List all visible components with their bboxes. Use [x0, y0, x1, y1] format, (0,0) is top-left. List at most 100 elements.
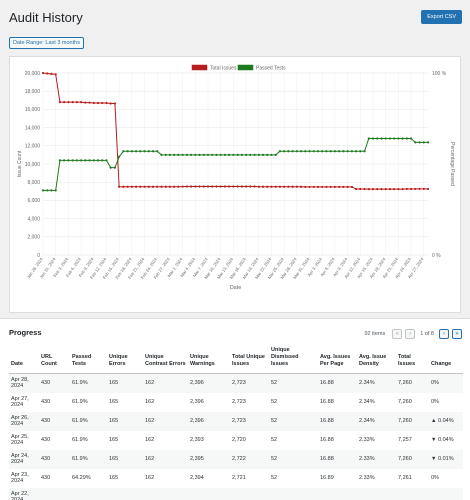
data-point [130, 185, 133, 188]
data-point [177, 153, 180, 156]
column-header[interactable]: Passed Tests [70, 347, 107, 374]
cell-url-count: 430 [39, 373, 70, 393]
data-point [401, 188, 404, 191]
data-point [283, 150, 286, 153]
data-point [240, 185, 243, 188]
data-point [329, 150, 332, 153]
prev-page-button[interactable]: ‹ [405, 328, 416, 339]
column-header[interactable]: Total Unique Issues [230, 347, 269, 374]
audit-chart-card: 0 2,000 4,000 6,000 8,000 10,000 12,000 14,000 1… [9, 56, 461, 313]
data-point [122, 150, 125, 153]
y2-tick-label: 0 % [432, 253, 441, 259]
cell-density: 2.33% [357, 468, 396, 488]
y2-axis-title: Percentage Passed [449, 142, 455, 186]
data-point [244, 185, 248, 188]
series-line [42, 72, 428, 190]
cell-warnings: 2,396 [188, 411, 230, 431]
y-tick-label: 8,000 [27, 180, 40, 186]
data-point [338, 150, 341, 153]
first-page-button[interactable]: « [392, 328, 403, 339]
cell-avg-per-page: 16.88 [318, 392, 357, 412]
last-page-button[interactable]: » [452, 328, 462, 339]
data-point [139, 185, 142, 188]
column-header[interactable]: Date [9, 347, 39, 374]
date-range-button[interactable]: Date Range: Last 3 months [9, 37, 84, 49]
cell-url-count: 430 [39, 411, 70, 431]
data-point [422, 141, 425, 144]
column-header[interactable]: Unique Errors [107, 347, 143, 374]
data-point [308, 185, 311, 189]
data-point [295, 150, 298, 153]
y-tick-label: 14,000 [25, 125, 41, 131]
cell-contrast: 162 [143, 430, 188, 450]
data-point [126, 150, 129, 153]
data-point [253, 153, 256, 156]
data-point [384, 188, 387, 191]
data-point [236, 185, 239, 188]
data-point [270, 153, 273, 156]
cell-density: 2.34% [357, 392, 396, 412]
cell-change: ▼ 0.04% [429, 430, 463, 450]
column-header[interactable]: Unique Dismissed Issues [269, 347, 318, 374]
cell-total-unique: 2,722 [230, 449, 269, 469]
data-point [185, 185, 188, 188]
column-header[interactable]: Unique Contrast Errors [143, 347, 188, 374]
data-point [312, 150, 315, 153]
data-point [101, 159, 104, 162]
cell-dismissed: 52 [269, 411, 318, 431]
cell-date: Apr 25, 2024 [9, 430, 39, 450]
data-point [393, 188, 396, 191]
data-point [156, 150, 159, 153]
cell-errors: 165 [107, 373, 143, 393]
column-header[interactable]: Unique Warnings [188, 347, 230, 374]
data-point [160, 185, 163, 188]
audit-history-chart: 0 2,000 4,000 6,000 8,000 10,000 12,000 14,000 1… [17, 64, 455, 291]
data-point [194, 185, 197, 188]
page-header: Audit History Export CSV [0, 0, 470, 32]
column-header[interactable]: URL Count [39, 347, 70, 374]
data-point [418, 141, 421, 144]
data-point [71, 159, 74, 162]
data-point [219, 153, 222, 156]
cell-url-count: 430 [39, 449, 70, 469]
data-point [350, 150, 353, 153]
x-axis-title: Date [230, 285, 242, 291]
data-point [287, 150, 290, 153]
cell-url-count: 430 [39, 392, 70, 412]
data-point [316, 150, 320, 153]
data-point [215, 185, 218, 188]
cell-avg-per-page: 16.88 [318, 411, 357, 431]
data-point [198, 153, 201, 156]
data-point [299, 185, 303, 188]
data-point [304, 150, 307, 153]
data-point [58, 101, 62, 104]
table-header-row: Date URL Count Passed Tests Unique Error… [9, 347, 463, 374]
data-point [139, 150, 142, 153]
data-point [134, 185, 138, 188]
cell-passed: 61.9% [70, 373, 107, 393]
data-point [350, 185, 353, 189]
data-point [202, 153, 205, 156]
data-point [232, 185, 235, 188]
data-point [418, 187, 421, 191]
y-tick-label: 4,000 [27, 216, 40, 222]
column-header[interactable]: Change [429, 347, 463, 374]
column-header[interactable]: Total Issues [396, 347, 429, 374]
column-header[interactable]: Avg. Issue Density [357, 347, 396, 374]
data-point [96, 159, 100, 162]
data-point [266, 153, 269, 156]
data-point [308, 150, 311, 153]
data-point [206, 185, 210, 188]
column-header[interactable]: Avg. Issues Per Page [318, 347, 357, 374]
next-page-button[interactable]: › [439, 328, 449, 339]
data-point [232, 153, 235, 156]
cell-warnings: 2,396 [188, 392, 230, 412]
cell-avg-per-page: 16.88 [318, 430, 357, 450]
data-point [249, 185, 252, 188]
data-point [143, 185, 146, 188]
export-csv-button[interactable]: Export CSV [421, 10, 462, 24]
data-point [168, 185, 172, 188]
data-point [75, 101, 78, 104]
data-point [371, 137, 375, 140]
data-point [173, 153, 176, 156]
